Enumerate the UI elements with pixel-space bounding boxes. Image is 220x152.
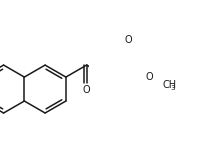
Text: 3: 3 — [170, 85, 175, 91]
Text: O: O — [124, 35, 132, 45]
Text: CH: CH — [163, 80, 177, 90]
Text: O: O — [145, 72, 153, 82]
Text: O: O — [83, 85, 90, 95]
